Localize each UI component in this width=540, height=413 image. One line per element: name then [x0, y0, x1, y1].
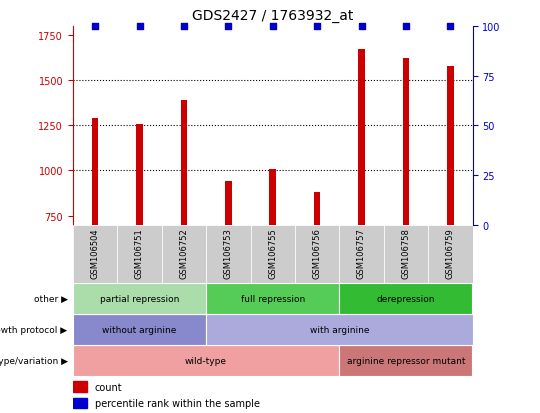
Text: GSM106758: GSM106758: [401, 228, 410, 279]
Bar: [73, 398, 87, 408]
Text: GSM106752: GSM106752: [179, 228, 188, 279]
Bar: [73, 345, 339, 376]
Text: GSM106751: GSM106751: [135, 228, 144, 279]
Point: [446, 24, 455, 30]
Bar: [161, 225, 206, 283]
Text: GSM106504: GSM106504: [91, 228, 99, 278]
Bar: [225, 182, 232, 225]
Bar: [206, 225, 251, 283]
Point: [91, 24, 99, 30]
Text: arginine repressor mutant: arginine repressor mutant: [347, 356, 465, 365]
Title: GDS2427 / 1763932_at: GDS2427 / 1763932_at: [192, 9, 353, 23]
Text: wild-type: wild-type: [185, 356, 227, 365]
Bar: [403, 59, 409, 225]
Bar: [295, 225, 339, 283]
Bar: [428, 225, 472, 283]
Bar: [339, 345, 472, 376]
Bar: [384, 225, 428, 283]
Point: [402, 24, 410, 30]
Bar: [447, 66, 454, 225]
Bar: [314, 192, 320, 225]
Bar: [180, 101, 187, 225]
Bar: [73, 283, 206, 314]
Text: GSM106755: GSM106755: [268, 228, 277, 279]
Bar: [339, 283, 472, 314]
Bar: [117, 225, 161, 283]
Point: [268, 24, 277, 30]
Text: other ▶: other ▶: [33, 294, 68, 303]
Point: [224, 24, 233, 30]
Text: count: count: [95, 382, 123, 392]
Text: full repression: full repression: [241, 294, 305, 303]
Text: genotype/variation ▶: genotype/variation ▶: [0, 356, 68, 365]
Text: derepression: derepression: [377, 294, 435, 303]
Text: GSM106759: GSM106759: [446, 228, 455, 279]
Text: growth protocol ▶: growth protocol ▶: [0, 325, 68, 334]
Bar: [206, 283, 339, 314]
Text: percentile rank within the sample: percentile rank within the sample: [95, 399, 260, 408]
Text: partial repression: partial repression: [100, 294, 179, 303]
Bar: [339, 225, 384, 283]
Bar: [73, 225, 117, 283]
Bar: [269, 169, 276, 225]
Bar: [251, 225, 295, 283]
Text: GSM106753: GSM106753: [224, 228, 233, 279]
Text: GSM106756: GSM106756: [313, 228, 322, 279]
Text: GSM106757: GSM106757: [357, 228, 366, 279]
Text: with arginine: with arginine: [309, 325, 369, 334]
Point: [180, 24, 188, 30]
Bar: [206, 314, 472, 345]
Point: [357, 24, 366, 30]
Point: [313, 24, 321, 30]
Point: [135, 24, 144, 30]
Bar: [73, 382, 87, 392]
Bar: [358, 50, 365, 225]
Text: without arginine: without arginine: [102, 325, 177, 334]
Bar: [92, 119, 98, 225]
Bar: [136, 125, 143, 225]
Bar: [73, 314, 206, 345]
